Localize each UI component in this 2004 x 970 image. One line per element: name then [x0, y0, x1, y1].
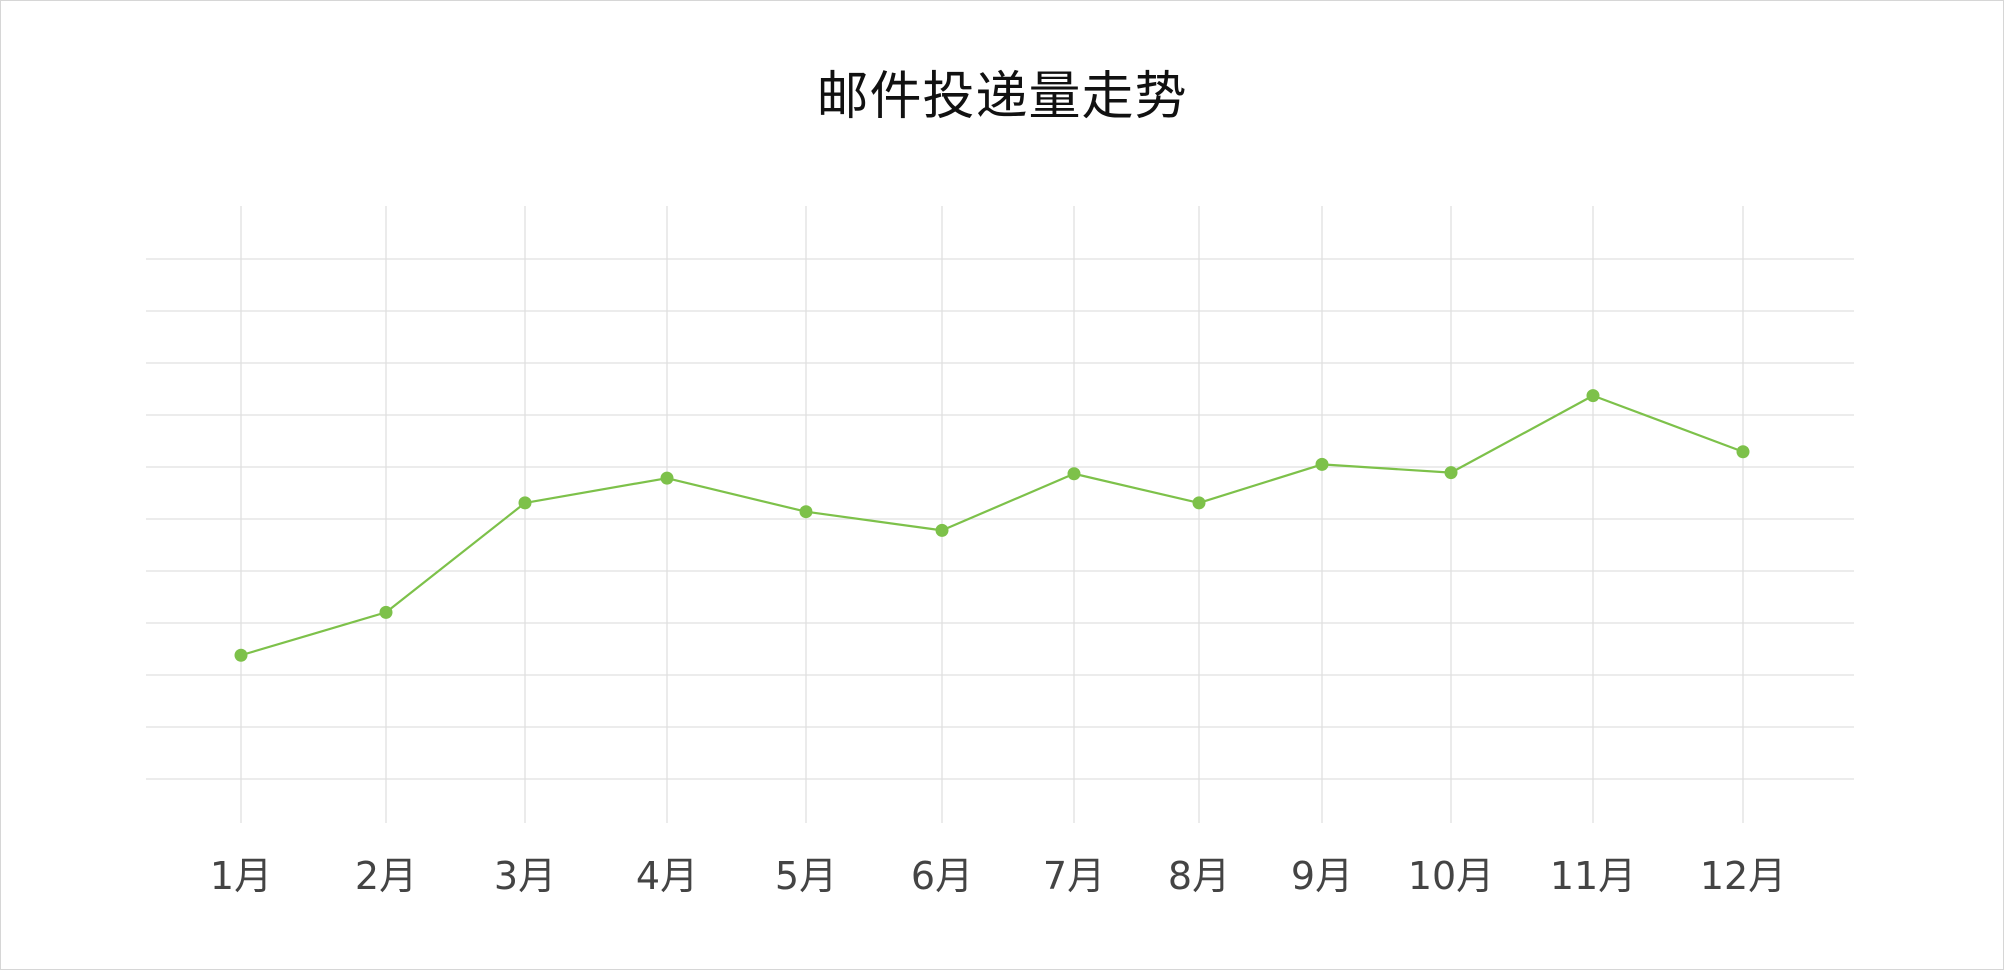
- x-tick-label: 11月: [1550, 854, 1636, 898]
- data-point: [234, 648, 248, 662]
- series-line: [240, 394, 1744, 657]
- x-tick-label: 12月: [1700, 854, 1786, 898]
- horizontal-gridlines: [146, 258, 1854, 780]
- x-tick-label: 3月: [494, 854, 556, 898]
- x-tick-label: 9月: [1291, 854, 1353, 898]
- data-point: [518, 496, 532, 510]
- data-point: [1192, 496, 1206, 510]
- x-tick-label: 4月: [636, 854, 698, 898]
- x-tick-label: 2月: [355, 854, 417, 898]
- x-tick-label: 5月: [775, 854, 837, 898]
- vertical-gridlines: [240, 206, 1744, 823]
- x-axis-tick-labels: 1月 2月 3月 4月 5月 6月 7月 8月 9月 10月 11月 12月: [210, 854, 1786, 898]
- x-tick-label: 10月: [1408, 854, 1494, 898]
- data-point: [1736, 445, 1750, 459]
- data-point: [1444, 466, 1458, 480]
- data-point: [799, 505, 813, 519]
- chart-title: 邮件投递量走势: [816, 67, 1188, 127]
- data-point: [1315, 457, 1329, 471]
- data-point: [379, 605, 393, 619]
- data-point: [1586, 389, 1600, 403]
- x-tick-label: 1月: [210, 854, 272, 898]
- data-point: [1067, 467, 1081, 481]
- data-point: [660, 471, 674, 485]
- x-tick-label: 8月: [1168, 854, 1230, 898]
- data-point: [935, 523, 949, 537]
- series-layer: [234, 389, 1750, 662]
- x-tick-label: 6月: [911, 854, 973, 898]
- x-tick-label: 7月: [1043, 854, 1105, 898]
